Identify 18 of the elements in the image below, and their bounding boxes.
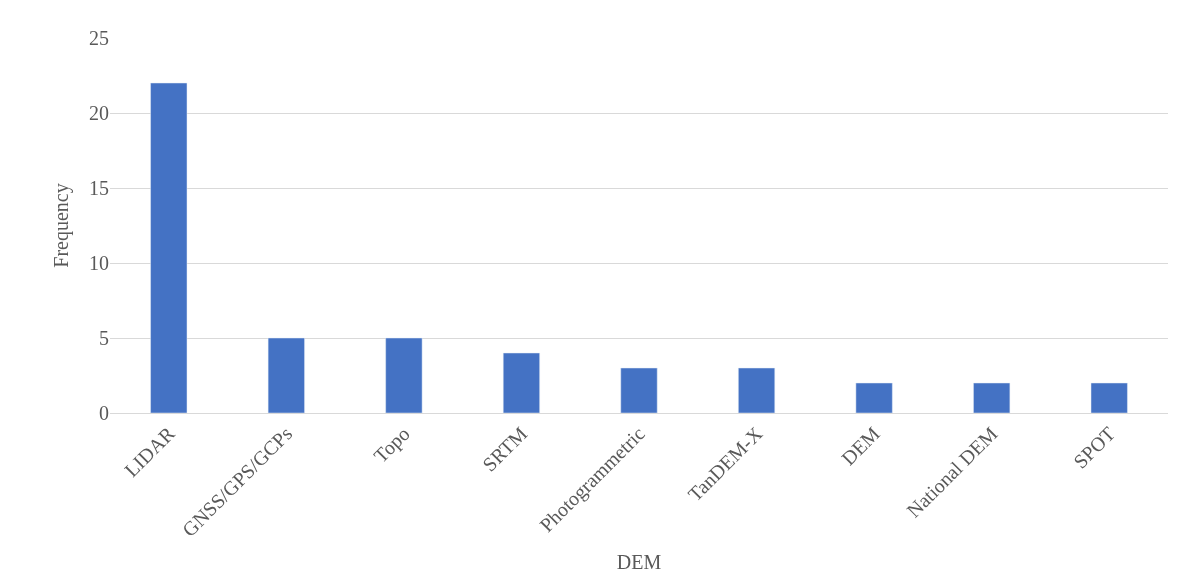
y-axis-title: Frequency (49, 183, 73, 268)
bar (502, 352, 540, 413)
bar (1090, 382, 1128, 413)
bar (385, 337, 423, 413)
y-tick-label: 20 (89, 102, 109, 124)
bar (855, 382, 893, 413)
bar (738, 367, 776, 413)
y-tick-label: 10 (89, 252, 109, 274)
y-tick-label: 15 (89, 177, 109, 199)
y-tick-label: 0 (99, 402, 109, 424)
y-tick-label: 25 (89, 27, 109, 49)
bar (620, 367, 658, 413)
x-tick-label: Topo (369, 422, 415, 468)
y-tick-label: 5 (99, 327, 109, 349)
bar (973, 382, 1011, 413)
bar (150, 82, 188, 413)
x-axis-title: DEM (616, 551, 662, 574)
bar (267, 337, 305, 413)
